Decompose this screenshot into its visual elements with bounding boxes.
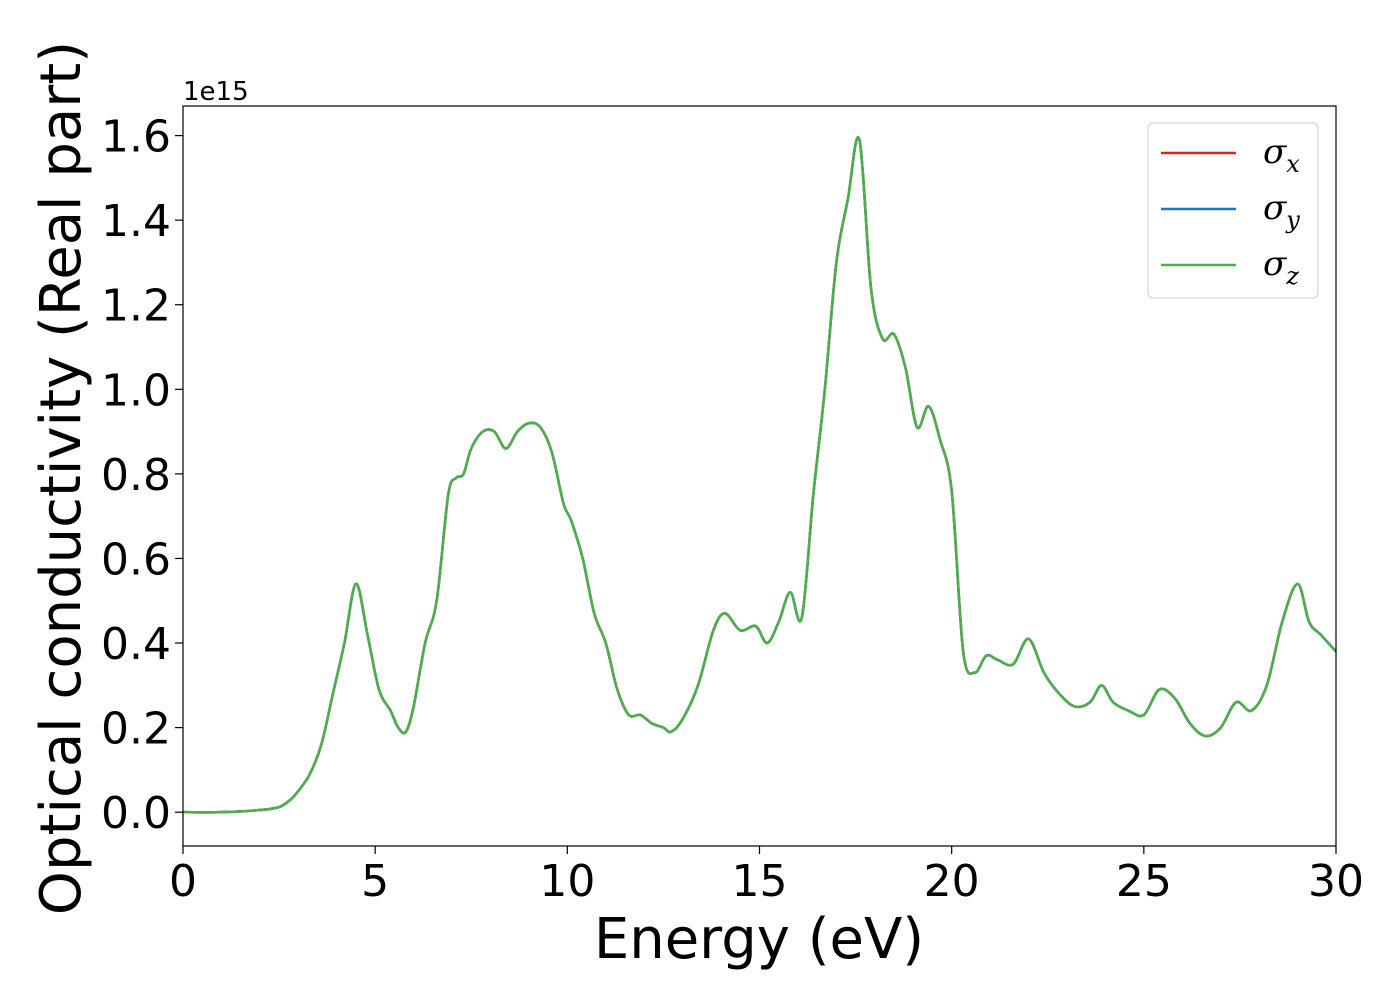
y-tick-label: 0.8 [101, 450, 171, 501]
x-axis: 0 5 10 15 20 25 30 [169, 846, 1364, 907]
y-axis: 0.0 0.2 0.4 0.6 0.8 1.0 1.2 1.4 1.6 [101, 112, 183, 839]
y-tick-label: 0.0 [101, 788, 171, 839]
y-tick-label: 1.2 [101, 281, 171, 332]
x-tick-label: 20 [924, 856, 980, 907]
y-tick-label: 1.4 [101, 196, 171, 247]
y-axis-title: Optical conductivity (Real part) [29, 41, 94, 915]
series-layer [182, 136, 1337, 814]
legend-label: σz [1263, 244, 1299, 290]
x-tick-label: 30 [1308, 856, 1364, 907]
x-tick-label: 5 [361, 856, 389, 907]
legend-box [1147, 122, 1319, 299]
x-tick-label: 10 [539, 856, 595, 907]
y-tick-label: 0.4 [101, 619, 171, 670]
x-tick-label: 15 [732, 856, 788, 907]
legend: σx σy σz [1147, 122, 1319, 299]
x-tick-label: 25 [1116, 856, 1172, 907]
x-tick-label: 0 [169, 856, 197, 907]
y-tick-label: 1.0 [101, 365, 171, 416]
y-tick-label: 0.2 [101, 704, 171, 755]
legend-label: σx [1263, 132, 1300, 178]
series-line-σz [182, 136, 1337, 814]
x-axis-title: Energy (eV) [594, 907, 924, 972]
y-offset-text: 1e15 [183, 77, 249, 107]
y-tick-label: 1.6 [101, 112, 171, 163]
legend-label: σy [1263, 188, 1300, 234]
y-tick-label: 0.6 [101, 534, 171, 585]
